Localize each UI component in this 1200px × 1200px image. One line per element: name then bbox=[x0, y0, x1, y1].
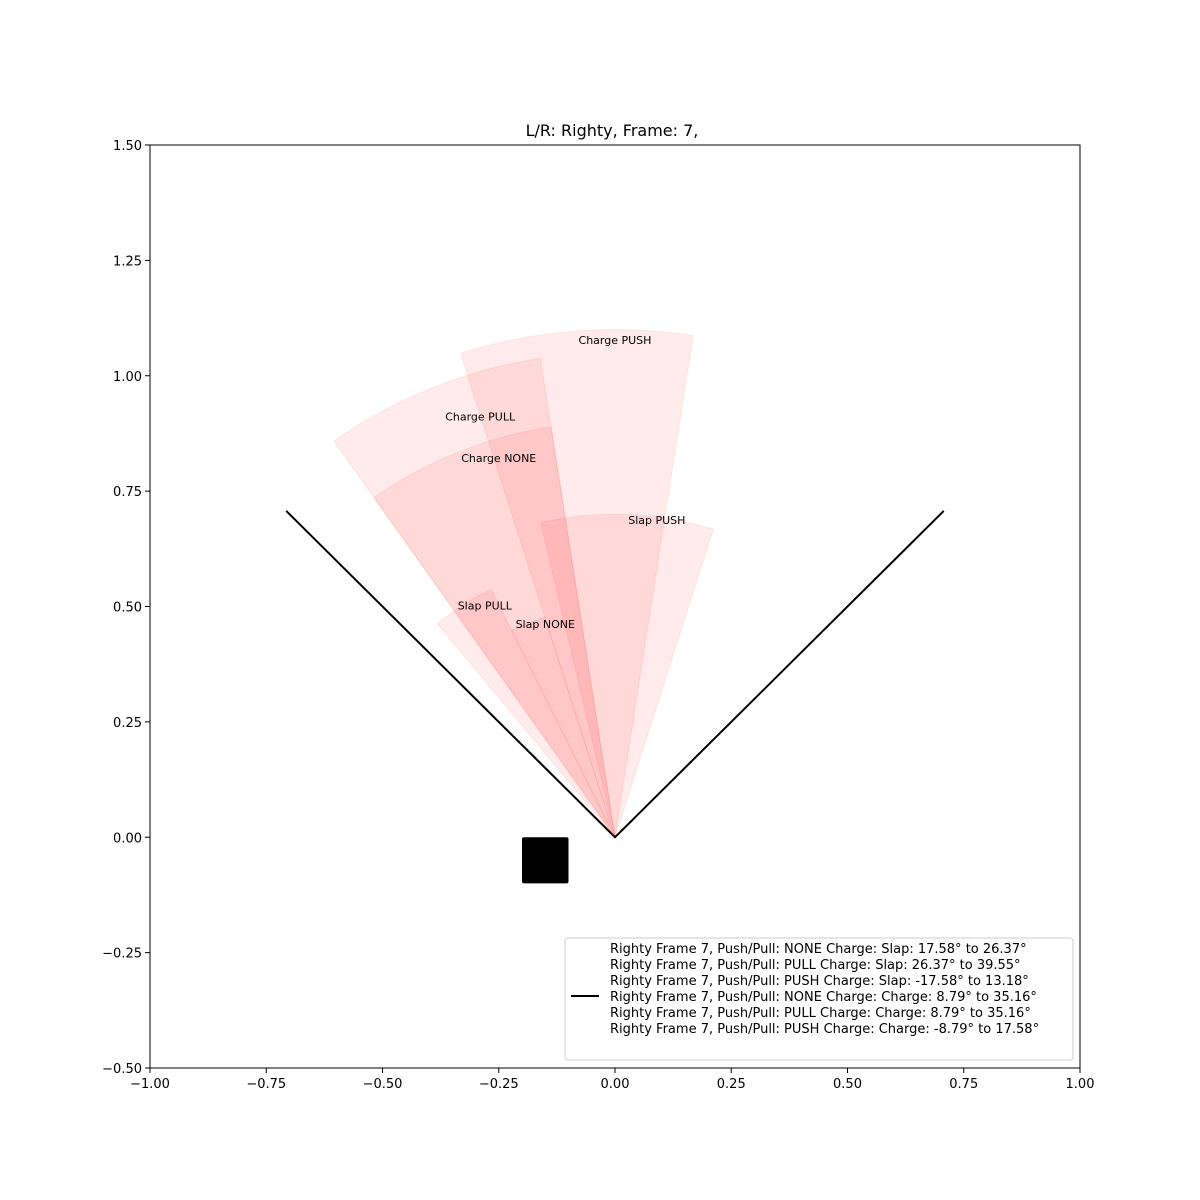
legend-entry: Righty Frame 7, Push/Pull: PULL Charge: … bbox=[610, 1006, 1031, 1021]
wedge-charge-pull bbox=[333, 357, 616, 838]
y-tick-label: 0.50 bbox=[113, 601, 142, 616]
y-tick-label: 1.50 bbox=[113, 139, 142, 154]
y-tick-label: 0.25 bbox=[113, 716, 142, 731]
legend-entry: Righty Frame 7, Push/Pull: PUSH Charge: … bbox=[610, 1022, 1039, 1037]
wedge-slap-push bbox=[540, 513, 714, 840]
y-tick-label: 0.00 bbox=[113, 831, 142, 846]
legend-box bbox=[564, 937, 1074, 1061]
boundary-line bbox=[285, 510, 945, 839]
lines-layer bbox=[285, 510, 945, 884]
square-marker bbox=[522, 837, 569, 884]
x-tick-label: −0.50 bbox=[363, 1077, 403, 1092]
y-tick-label: −0.25 bbox=[102, 947, 142, 962]
wedges-layer bbox=[333, 329, 714, 840]
wedge-label: Slap NONE bbox=[516, 618, 575, 631]
wedge-label: Charge NONE bbox=[461, 452, 536, 465]
y-tick-label: 0.75 bbox=[113, 485, 142, 500]
wedge-label: Charge PUSH bbox=[579, 334, 652, 347]
wedge-label: Charge PULL bbox=[445, 410, 516, 423]
x-tick-label: −1.00 bbox=[130, 1077, 170, 1092]
axes-layer: −1.00 −0.75 −0.50 −0.25 0.00 0.25 0.50 0.75 1.00… bbox=[102, 139, 1094, 1092]
wedge-label: Slap PUSH bbox=[628, 514, 685, 527]
x-tick-label: 0.75 bbox=[949, 1077, 978, 1092]
wedge-slap-pull bbox=[436, 588, 616, 838]
x-tick-label: 0.00 bbox=[601, 1077, 630, 1092]
wedge-slap-none bbox=[511, 616, 616, 838]
chart-title: L/R: Righty, Frame: 7, bbox=[526, 121, 699, 140]
legend-entry: Righty Frame 7, Push/Pull: PUSH Charge: … bbox=[610, 974, 1029, 989]
wedge-charge-push bbox=[459, 329, 694, 838]
legend: Righty Frame 7, Push/Pull: NONE Charge: … bbox=[564, 937, 1074, 1061]
legend-entry: Righty Frame 7, Push/Pull: NONE Charge: … bbox=[610, 990, 1037, 1005]
x-tick-label: 1.00 bbox=[1066, 1077, 1095, 1092]
legend-entry: Righty Frame 7, Push/Pull: NONE Charge: … bbox=[610, 942, 1027, 957]
x-tick-label: −0.75 bbox=[246, 1077, 286, 1092]
wedge-charge-none bbox=[373, 426, 616, 838]
y-tick-label: 1.00 bbox=[113, 370, 142, 385]
x-tick-label: 0.50 bbox=[833, 1077, 862, 1092]
x-tick-label: 0.25 bbox=[717, 1077, 746, 1092]
x-tick-label: −0.25 bbox=[479, 1077, 519, 1092]
y-tick-label: 1.25 bbox=[113, 254, 142, 269]
y-tick-label: −0.50 bbox=[102, 1062, 142, 1077]
legend-entry: Righty Frame 7, Push/Pull: PULL Charge: … bbox=[610, 958, 1021, 973]
wedge-label: Slap PULL bbox=[458, 600, 513, 613]
